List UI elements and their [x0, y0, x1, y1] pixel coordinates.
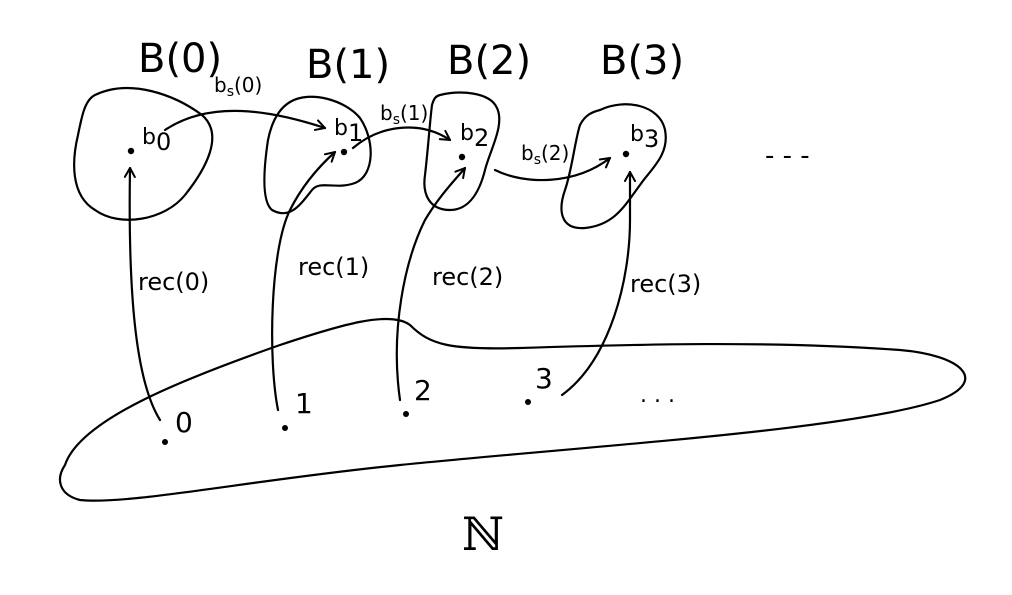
naturals-ellipsis: . . .	[640, 383, 675, 408]
element-dot-b1	[340, 148, 348, 156]
rec-label-1: rec(1)	[298, 253, 369, 281]
set-title-b1: B(1)	[306, 42, 390, 88]
arrow-rec1	[271, 150, 337, 412]
set-title-b2: B(2)	[447, 38, 531, 84]
naturals-set-label: ℕ	[462, 507, 504, 561]
element-label-b1: b1	[334, 116, 363, 147]
edge-label-bs1: bs(1)	[380, 101, 428, 128]
set-blob-b3: b3	[560, 103, 667, 230]
edge-label-bs0: bs(0)	[214, 73, 262, 100]
element-label-b0: b0	[142, 125, 171, 156]
set-title-b0: B(0)	[138, 36, 222, 82]
element-dot-b2	[458, 153, 466, 161]
element-label-b3: b3	[630, 122, 659, 153]
arrow-rec2	[395, 166, 467, 402]
arrow-bs1	[351, 126, 452, 150]
arrow-rec0	[123, 166, 162, 422]
edge-label-bs2: bs(2)	[521, 141, 569, 168]
naturals-label-2: 2	[414, 374, 432, 407]
naturals-blob	[58, 317, 967, 502]
rec-label-2: rec(2)	[432, 263, 503, 291]
rec-label-3: rec(3)	[630, 270, 701, 298]
arrow-bs0	[163, 109, 327, 132]
rec-label-0: rec(0)	[138, 268, 209, 296]
naturals-label-0: 0	[175, 406, 193, 439]
element-dot-b3	[622, 150, 630, 158]
set-blob-b2: b2	[423, 91, 501, 212]
element-label-b2: b2	[460, 121, 489, 152]
naturals-dot-1	[282, 425, 288, 431]
set-title-b3: B(3)	[600, 38, 684, 84]
naturals-label-3: 3	[535, 362, 553, 395]
naturals-label-1: 1	[295, 387, 313, 420]
sets-ellipsis: - - -	[765, 141, 810, 171]
element-dot-b0	[127, 147, 135, 155]
naturals-dot-2	[403, 411, 409, 417]
naturals-dot-0	[162, 439, 168, 445]
naturals-dot-3	[525, 399, 531, 405]
arrow-rec3	[560, 170, 636, 397]
set-blob-b0: b0	[73, 86, 214, 221]
set-blob-b1: b1	[263, 95, 372, 215]
arrow-bs2	[493, 156, 612, 182]
